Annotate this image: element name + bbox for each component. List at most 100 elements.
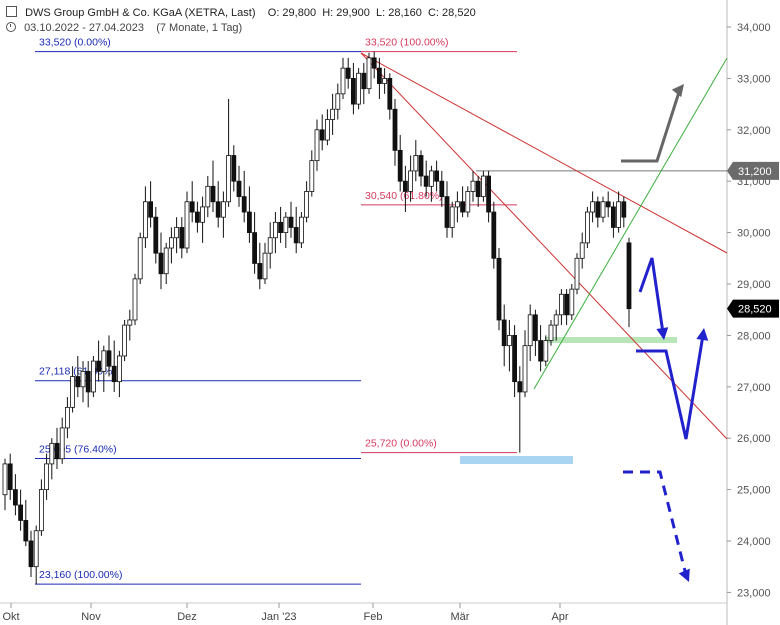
support-zone-blue: [460, 456, 573, 464]
candle-up: [506, 334, 512, 347]
candle-up: [226, 155, 232, 203]
fib-up-level-label: 23,160 (100.00%): [39, 569, 122, 581]
candle-up: [309, 160, 315, 192]
candle-down: [153, 216, 159, 254]
candle-down: [236, 180, 242, 198]
x-tick-label: Mär: [451, 611, 470, 623]
candle-up: [527, 314, 533, 347]
candle-up: [366, 57, 372, 90]
candle-up: [70, 376, 75, 408]
candle-down: [439, 180, 445, 198]
y-tick-label: 28,000: [737, 330, 771, 342]
candle-up: [330, 108, 336, 120]
candle-up: [356, 72, 362, 105]
candle-down: [345, 67, 351, 79]
candle-down: [387, 78, 393, 110]
candle-down: [538, 340, 543, 362]
candle-up: [600, 201, 606, 218]
candle-down: [434, 170, 440, 182]
candle-down: [626, 242, 632, 310]
candle-down: [246, 211, 252, 233]
period-length: (7 Monate, 1 Tag): [156, 22, 243, 34]
y-tick-label: 24,000: [737, 536, 771, 548]
downtrend-line-upper: [360, 52, 728, 254]
candle-up: [184, 201, 190, 249]
candle-up: [428, 170, 434, 187]
instrument-title: DWS Group GmbH & Co. KGaA (XETRA, Last): [25, 7, 256, 19]
candle-down: [371, 57, 377, 69]
candle-up: [304, 191, 310, 218]
candle-up: [382, 78, 388, 84]
scenario-arrow-blue-down-path: [638, 257, 665, 334]
x-tick-label: Dez: [177, 611, 197, 623]
candle-down: [512, 334, 517, 383]
candle-up: [569, 288, 575, 316]
candle-down: [392, 108, 398, 151]
x-tick-label: Nov: [81, 611, 101, 623]
downtrend-line-steep: [360, 52, 728, 440]
candle-down: [189, 201, 195, 213]
scenario-arrow-dashed-head: [678, 568, 690, 582]
candle-up: [585, 211, 590, 244]
candle-down: [533, 314, 538, 341]
candle-down: [402, 180, 408, 192]
candle-up: [267, 237, 273, 254]
marked-level-badge-label: 31,200: [738, 166, 772, 178]
candle-down: [54, 442, 60, 460]
candle-up: [408, 170, 414, 192]
candle-up: [262, 252, 268, 280]
candle-up: [579, 242, 585, 259]
candle-down: [564, 293, 569, 316]
y-tick-label: 30,000: [737, 228, 771, 240]
candle-up: [449, 206, 455, 228]
candle-down: [611, 206, 616, 228]
candle-down: [397, 149, 403, 182]
candle-down: [376, 67, 382, 84]
candle-up: [65, 406, 70, 429]
candle-up: [44, 463, 49, 490]
last-price-badge: [727, 299, 779, 318]
candle-down: [460, 201, 466, 213]
x-tick-label: Feb: [364, 611, 383, 623]
ohlc-values: O: 29,800 H: 29,900 L: 28,160 C: 28,520: [267, 7, 476, 19]
candle-up: [101, 350, 107, 372]
candle-up: [80, 370, 86, 388]
candle-down: [7, 463, 13, 490]
y-tick-label: 23,000: [737, 587, 771, 599]
candle-down: [621, 201, 627, 218]
candle-up: [174, 227, 180, 239]
candle-up: [127, 319, 133, 326]
candle-up: [283, 216, 289, 233]
candle-up: [574, 257, 580, 290]
candle-down: [148, 201, 154, 218]
chart-header-range-row: 03.10.2022 - 27.04.2023 (7 Monate, 1 Tag…: [6, 22, 242, 34]
candle-up: [39, 489, 44, 532]
candle-down: [486, 175, 492, 213]
candle-down: [423, 175, 429, 187]
candle-up: [122, 324, 127, 357]
candle-down: [241, 196, 247, 213]
candle-down: [28, 540, 34, 568]
candle-down: [18, 504, 24, 521]
candle-up: [272, 221, 278, 239]
candle-down: [210, 185, 216, 203]
candle-up: [49, 442, 55, 465]
candle-down: [475, 180, 481, 198]
scenario-arrow-blue-up-path: [636, 334, 705, 440]
candle-up: [522, 345, 528, 393]
x-tick-label: Okt: [2, 611, 19, 623]
candle-up: [205, 185, 211, 208]
candle-up: [220, 201, 226, 218]
candle-down: [75, 376, 81, 388]
candle-down: [96, 360, 101, 372]
candle-down: [350, 78, 356, 105]
candle-up: [132, 278, 138, 321]
candle-up: [454, 201, 460, 208]
y-tick-label: 32,000: [737, 125, 771, 137]
candle-up: [2, 463, 8, 496]
candle-up: [616, 201, 621, 228]
candle-down: [257, 263, 263, 280]
chart-header-title-row: DWS Group GmbH & Co. KGaA (XETRA, Last) …: [6, 6, 476, 19]
y-tick-label: 33,000: [737, 73, 771, 85]
